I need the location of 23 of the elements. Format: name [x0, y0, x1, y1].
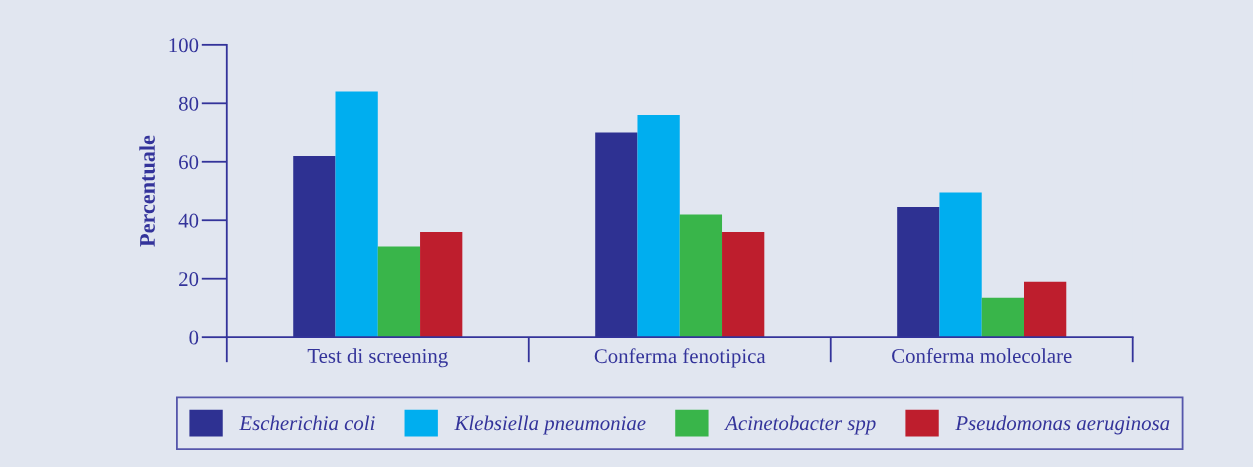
y-tick-label: 40 — [178, 213, 199, 228]
y-tick-label: 60 — [179, 155, 199, 170]
y-tick-label: 20 — [179, 272, 199, 287]
y-axis-title: Percentuale — [139, 135, 155, 247]
y-tick-label: 80 — [178, 96, 199, 111]
x-tick-label: Conferma fenotipica — [594, 348, 766, 368]
bar — [939, 192, 982, 338]
legend-label: Pseudomonas aeruginosa — [955, 415, 1170, 435]
y-tick-label: 100 — [169, 38, 199, 53]
bar — [637, 114, 680, 338]
y-tick-label: 0 — [189, 330, 199, 345]
x-tick-label: Test di screening — [307, 348, 448, 368]
legend-label: Klebsiella pneumoniae — [454, 415, 646, 435]
legend-label: Escherichia coli — [239, 415, 375, 431]
legend-label: Acinetobacter spp — [724, 415, 876, 435]
x-tick-label: Conferma molecolare — [892, 348, 1072, 363]
bar — [1024, 281, 1067, 338]
bar — [722, 231, 765, 338]
bar — [420, 231, 463, 338]
bar — [377, 246, 421, 338]
bar — [981, 297, 1024, 338]
bar — [335, 91, 378, 338]
bar — [679, 214, 723, 338]
